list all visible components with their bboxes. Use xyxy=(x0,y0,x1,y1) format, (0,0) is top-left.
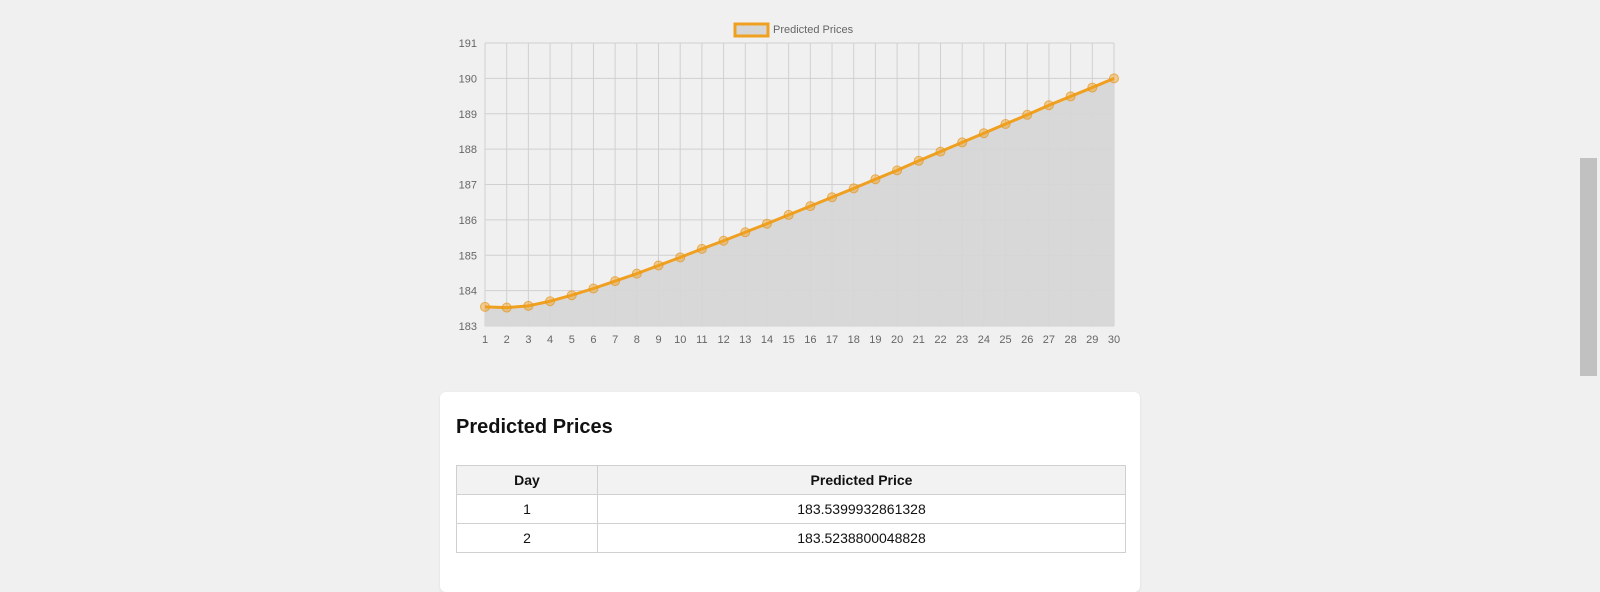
x-tick-label: 26 xyxy=(1021,334,1033,346)
data-point[interactable] xyxy=(848,183,859,194)
x-tick-label: 28 xyxy=(1064,334,1076,346)
data-point[interactable] xyxy=(827,192,838,203)
table-title: Predicted Prices xyxy=(456,416,613,438)
data-point[interactable] xyxy=(653,260,664,271)
x-tick-label: 5 xyxy=(569,334,575,346)
table-header-row: Day Predicted Price xyxy=(456,465,1126,495)
x-tick-label: 6 xyxy=(590,334,596,346)
cell-day: 2 xyxy=(456,523,598,553)
chart-legend[interactable]: Predicted Prices xyxy=(733,22,854,38)
x-tick-label: 21 xyxy=(913,334,925,346)
series-line xyxy=(484,76,1115,310)
data-point[interactable] xyxy=(696,243,707,254)
y-tick-label: 189 xyxy=(459,109,477,121)
predicted-prices-card: Predicted Prices Day Predicted Price 1 1… xyxy=(440,392,1140,592)
data-point[interactable] xyxy=(1065,91,1076,102)
x-tick-label: 1 xyxy=(482,334,488,346)
y-tick-label: 188 xyxy=(459,144,477,156)
x-tick-label: 27 xyxy=(1043,334,1055,346)
data-point[interactable] xyxy=(805,201,816,212)
table-row: 1 183.5399932861328 xyxy=(456,494,1126,524)
data-point[interactable] xyxy=(480,301,490,312)
x-tick-label: 12 xyxy=(717,334,729,346)
data-point[interactable] xyxy=(610,276,621,287)
predicted-prices-table: Day Predicted Price 1 183.5399932861328 … xyxy=(456,465,1126,553)
x-tick-label: 15 xyxy=(783,334,795,346)
x-tick-label: 4 xyxy=(547,334,553,346)
x-tick-label: 22 xyxy=(934,334,946,346)
chart-area-fill xyxy=(485,78,1114,326)
cell-price: 183.5399932861328 xyxy=(597,494,1126,524)
data-point[interactable] xyxy=(1087,82,1098,93)
data-point[interactable] xyxy=(870,174,881,185)
x-tick-label: 16 xyxy=(804,334,816,346)
x-tick-label: 7 xyxy=(612,334,618,346)
x-tick-label: 24 xyxy=(978,334,990,346)
x-tick-label: 3 xyxy=(525,334,531,346)
data-point[interactable] xyxy=(718,235,729,246)
data-point[interactable] xyxy=(957,137,968,148)
scrollbar-thumb[interactable] xyxy=(1580,158,1597,376)
table-row: 2 183.5238800048828 xyxy=(456,523,1126,553)
data-point[interactable] xyxy=(783,209,794,220)
data-point[interactable] xyxy=(1043,100,1054,111)
data-point[interactable] xyxy=(675,252,686,263)
x-tick-label: 11 xyxy=(696,334,707,346)
chart-points xyxy=(480,73,1119,313)
y-tick-label: 184 xyxy=(459,286,477,298)
cell-price: 183.5238800048828 xyxy=(597,523,1126,553)
data-point[interactable] xyxy=(1022,109,1033,120)
data-point[interactable] xyxy=(913,155,924,166)
x-tick-label: 9 xyxy=(655,334,661,346)
chart-line xyxy=(484,76,1115,310)
data-point[interactable] xyxy=(501,302,512,313)
x-tick-label: 20 xyxy=(891,334,903,346)
data-point[interactable] xyxy=(545,296,556,307)
x-tick-label: 13 xyxy=(739,334,751,346)
data-point[interactable] xyxy=(1109,73,1119,84)
data-point[interactable] xyxy=(892,165,903,176)
y-tick-label: 185 xyxy=(459,250,477,262)
data-point[interactable] xyxy=(631,268,642,279)
y-axis-ticks: 183 184 185 186 187 188 189 190 191 xyxy=(459,38,477,333)
x-tick-label: 2 xyxy=(504,334,510,346)
y-tick-label: 187 xyxy=(459,180,477,192)
data-point[interactable] xyxy=(935,146,946,157)
data-point[interactable] xyxy=(523,300,534,311)
cell-day: 1 xyxy=(456,494,598,524)
x-tick-label: 10 xyxy=(674,334,686,346)
data-point[interactable] xyxy=(761,218,772,229)
x-tick-label: 29 xyxy=(1086,334,1098,346)
x-tick-label: 14 xyxy=(761,334,773,346)
data-point[interactable] xyxy=(978,128,989,139)
y-tick-label: 186 xyxy=(459,215,477,227)
x-axis-ticks: 1 2 3 4 5 6 7 8 9 10 11 12 13 14 15 16 17 18 19 20 21 22 23 24 2… xyxy=(482,334,1120,346)
y-tick-label: 190 xyxy=(459,73,477,85)
x-tick-label: 18 xyxy=(848,334,860,346)
data-point[interactable] xyxy=(588,283,599,294)
header-predicted-price: Predicted Price xyxy=(597,465,1126,495)
data-point[interactable] xyxy=(740,227,751,238)
y-tick-label: 183 xyxy=(459,321,477,333)
series-area xyxy=(485,78,1114,326)
x-tick-label: 8 xyxy=(634,334,640,346)
x-tick-label: 19 xyxy=(869,334,881,346)
legend-swatch[interactable] xyxy=(733,22,770,38)
data-point[interactable] xyxy=(566,290,577,301)
legend-label[interactable]: Predicted Prices xyxy=(773,24,854,36)
data-point[interactable] xyxy=(1000,119,1011,130)
x-tick-label: 25 xyxy=(999,334,1011,346)
x-tick-label: 23 xyxy=(956,334,968,346)
x-tick-label: 30 xyxy=(1108,334,1120,346)
y-tick-label: 191 xyxy=(459,38,477,50)
header-day: Day xyxy=(456,465,598,495)
x-tick-label: 17 xyxy=(826,334,838,346)
